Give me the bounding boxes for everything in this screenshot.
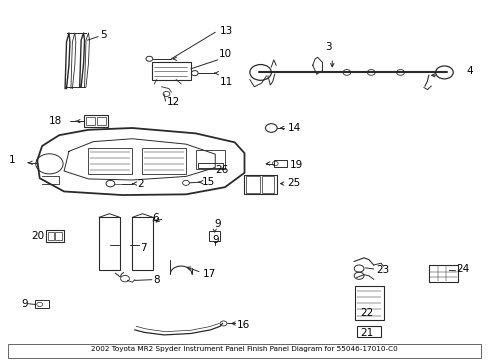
Text: 2: 2	[137, 179, 143, 189]
Bar	[48, 231, 54, 240]
Text: 21: 21	[360, 328, 373, 338]
Text: 24: 24	[456, 264, 469, 274]
Text: 26: 26	[215, 165, 228, 175]
Text: 9: 9	[21, 299, 27, 309]
Text: 1: 1	[9, 155, 15, 165]
Text: 15: 15	[202, 177, 215, 187]
Text: 17: 17	[203, 269, 216, 279]
Bar	[142, 148, 185, 174]
Bar	[195, 149, 224, 169]
Bar	[86, 117, 95, 126]
Text: 20: 20	[31, 231, 44, 240]
Text: 19: 19	[289, 159, 302, 170]
Bar	[198, 163, 222, 168]
Bar	[83, 116, 108, 127]
Text: 10: 10	[219, 49, 232, 59]
Bar	[354, 286, 383, 320]
Text: 8: 8	[153, 275, 159, 285]
Text: 4: 4	[466, 66, 472, 76]
Text: 14: 14	[287, 123, 300, 133]
Bar	[35, 301, 49, 309]
Bar	[273, 159, 287, 167]
Text: 5: 5	[101, 31, 107, 40]
Bar	[88, 148, 132, 174]
Text: 2002 Toyota MR2 Spyder Instrument Panel Finish Panel Diagram for 55046-17010-C0: 2002 Toyota MR2 Spyder Instrument Panel …	[91, 346, 397, 352]
Text: 9: 9	[212, 235, 219, 245]
Bar	[198, 163, 222, 168]
Text: 6: 6	[152, 213, 158, 222]
Bar	[261, 176, 274, 193]
Bar	[209, 231, 220, 241]
Bar	[428, 265, 457, 282]
Bar	[245, 176, 259, 193]
Bar	[198, 163, 222, 168]
Bar	[152, 62, 190, 80]
Text: 12: 12	[166, 97, 180, 107]
Bar	[99, 217, 120, 270]
Bar	[55, 231, 61, 240]
Text: 11: 11	[220, 77, 233, 87]
Bar	[356, 326, 380, 337]
Text: 18: 18	[48, 116, 61, 126]
Text: 9: 9	[214, 219, 221, 229]
Bar	[243, 175, 276, 194]
Bar	[8, 344, 480, 357]
Text: 7: 7	[140, 243, 146, 253]
Text: 22: 22	[360, 309, 373, 318]
Bar	[132, 217, 153, 270]
Text: 25: 25	[287, 178, 300, 188]
Text: 13: 13	[220, 26, 233, 36]
Bar	[97, 117, 105, 126]
Text: 3: 3	[325, 42, 331, 52]
Bar	[45, 230, 64, 242]
Text: 23: 23	[375, 265, 388, 275]
Text: 16: 16	[237, 320, 250, 330]
